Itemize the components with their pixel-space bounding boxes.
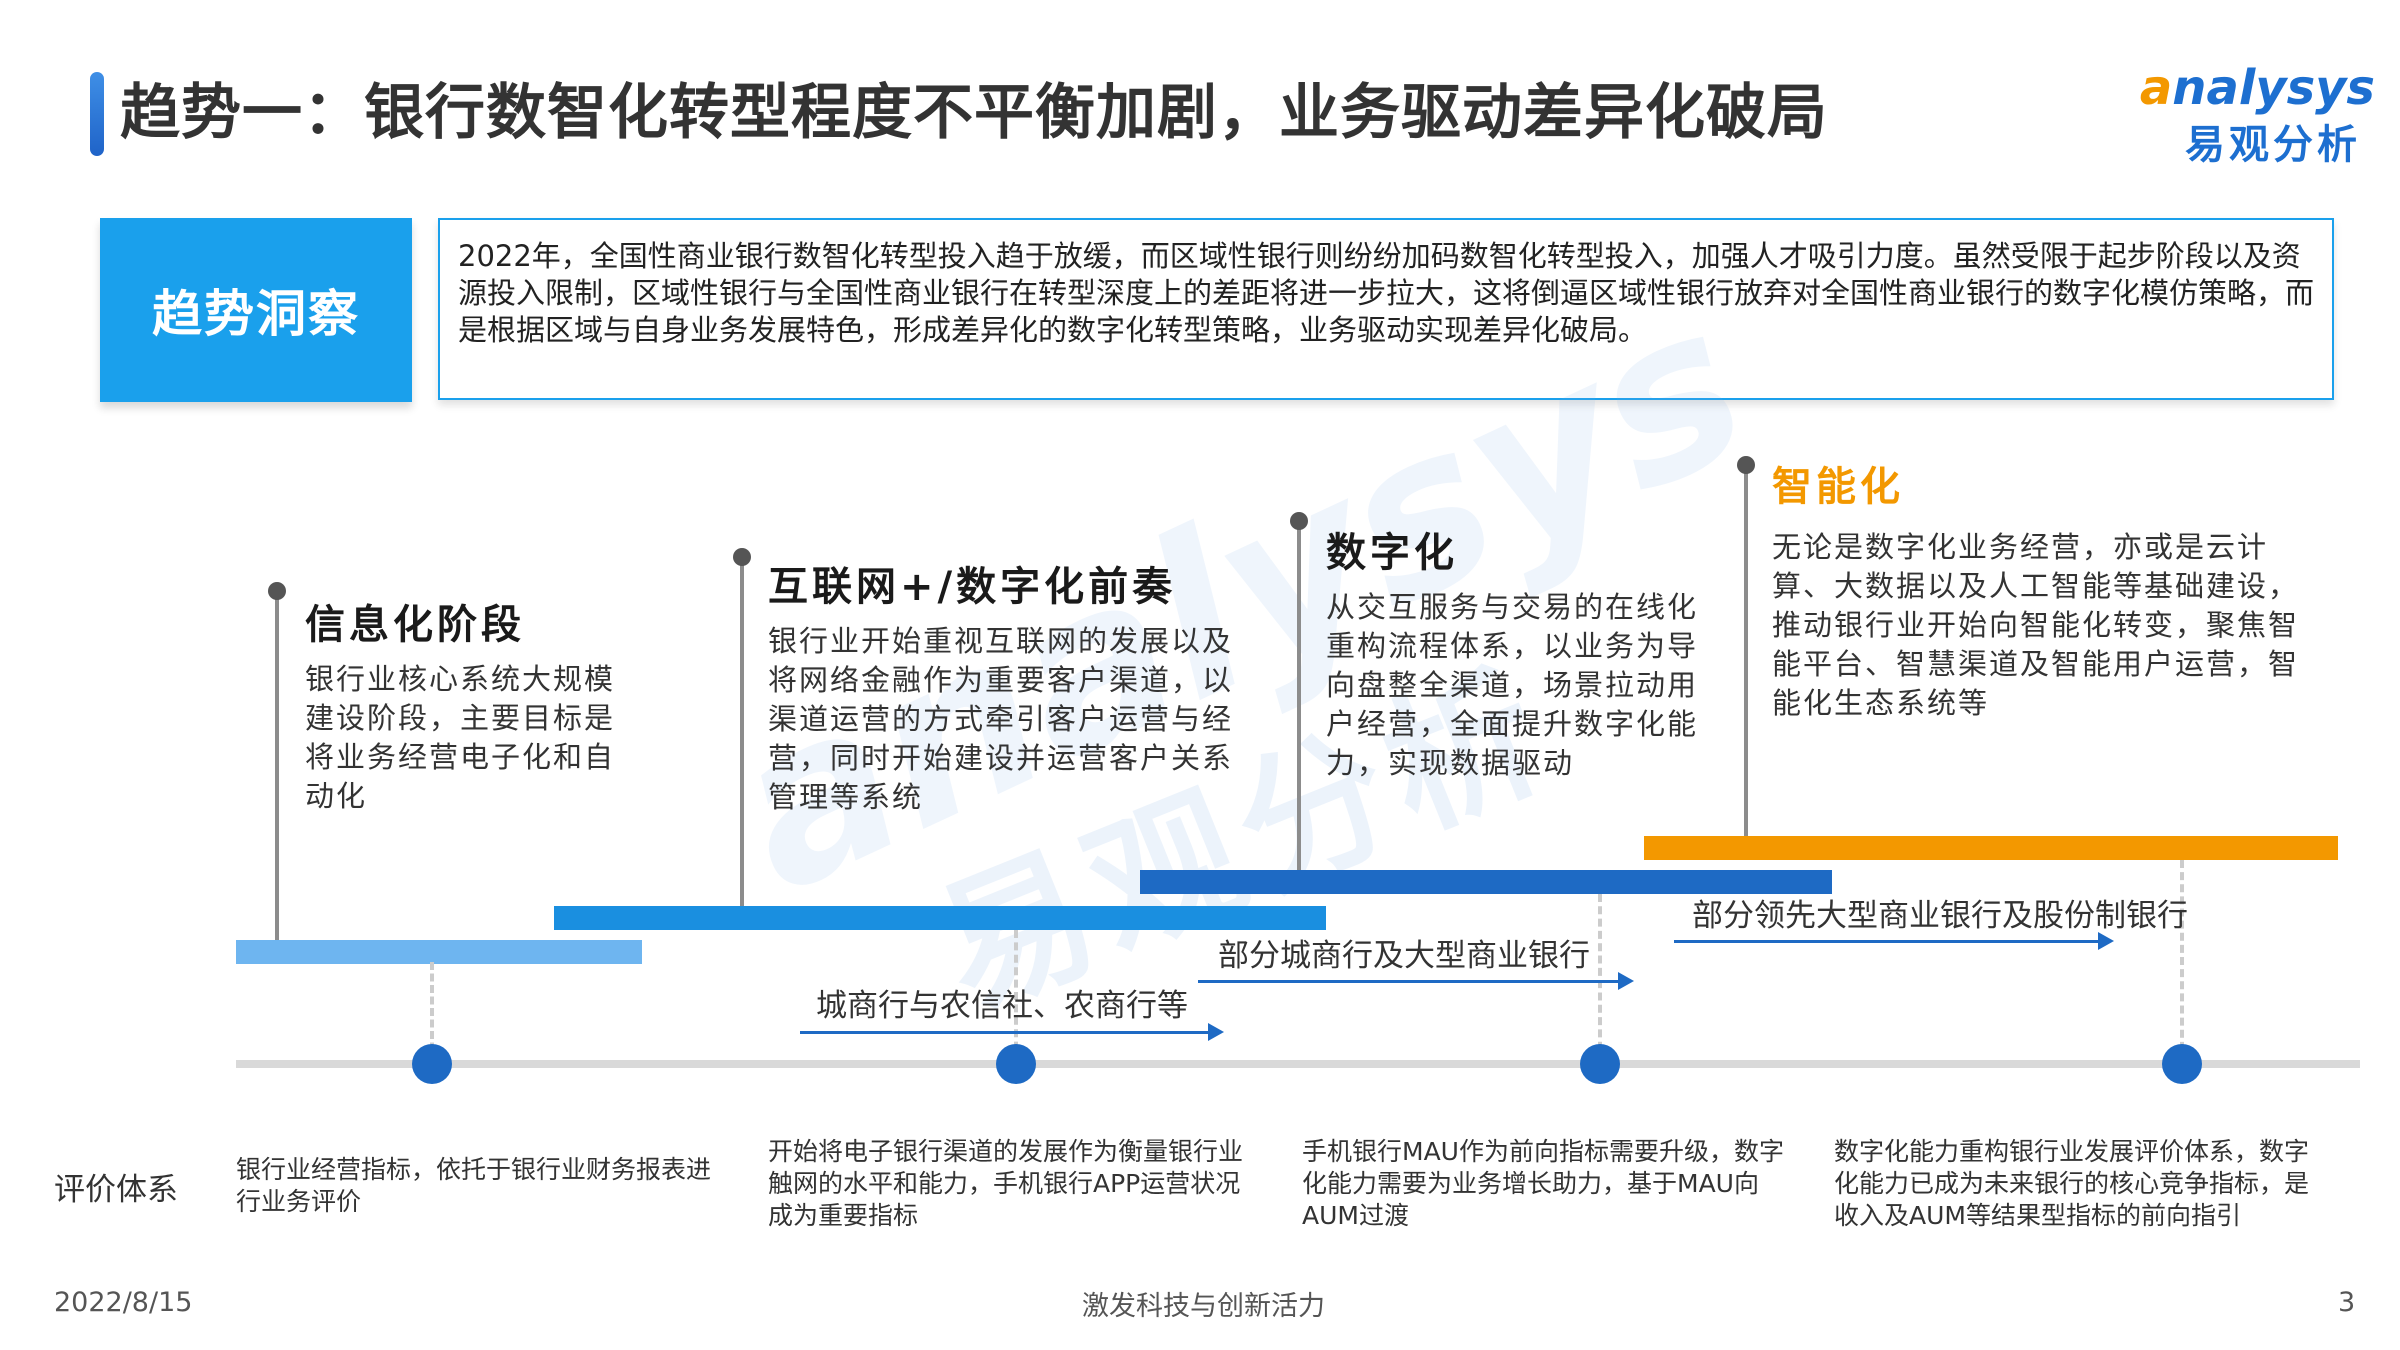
stage-3-desc: 从交互服务与交易的在线化重构流程体系，以业务为导向盘整全渠道，场景拉动用户经营，… bbox=[1326, 590, 1699, 780]
stage-1-title: 信息化阶段 bbox=[305, 602, 525, 648]
bank-arrow-1 bbox=[800, 1031, 1210, 1034]
tick-3 bbox=[1598, 894, 1606, 1062]
stage-1-pin-line bbox=[275, 592, 279, 952]
stage-2-desc: 银行业开始重视互联网的发展以及将网络金融作为重要客户渠道，以渠道运营的方式牵引客… bbox=[768, 624, 1234, 814]
tick-2 bbox=[1014, 930, 1022, 1062]
stage-4-desc: 无论是数字化业务经营，亦或是云计算、大数据以及人工智能等基础建设，推动银行业开始… bbox=[1772, 530, 2300, 720]
stage-1-bar bbox=[236, 940, 642, 964]
insight-tag: 趋势洞察 bbox=[100, 218, 412, 402]
timeline-milestone-2 bbox=[996, 1044, 1036, 1084]
insight-text: 2022年，全国性商业银行数智化转型投入趋于放缓，而区域性银行则纷纷加码数智化转… bbox=[438, 218, 2334, 400]
stage-3-title: 数字化 bbox=[1326, 530, 1458, 576]
stage-3-bar bbox=[1140, 870, 1832, 894]
stage-2-bar bbox=[554, 906, 1326, 930]
timeline-milestone-1 bbox=[412, 1044, 452, 1084]
stage-4-title: 智能化 bbox=[1772, 464, 1904, 510]
bank-arrow-2 bbox=[1198, 980, 1620, 983]
stage-1-desc: 银行业核心系统大规模建设阶段，主要目标是将业务经营电子化和自动化 bbox=[305, 662, 616, 813]
page-number: 3 bbox=[2338, 1287, 2356, 1318]
logo-chinese: 易观分析 bbox=[2185, 122, 2361, 168]
evaluation-label: 评价体系 bbox=[54, 1172, 178, 1208]
tick-1 bbox=[430, 962, 438, 1062]
page-title: 趋势一：银行数智化转型程度不平衡加剧，业务驱动差异化破局 bbox=[120, 78, 1828, 148]
stage-4-pin-top bbox=[1737, 456, 1755, 474]
footer-slogan: 激发科技与创新活力 bbox=[1082, 1291, 1325, 1322]
stage-2-title: 互联网+/数字化前奏 bbox=[768, 564, 1177, 610]
arrow-head-icon bbox=[2098, 932, 2114, 950]
evaluation-item-4: 数字化能力重构银行业发展评价体系，数字化能力已成为未来银行的核心竞争指标，是收入… bbox=[1834, 1137, 2310, 1230]
stage-2-pin-top bbox=[733, 548, 751, 566]
title-accent-bar bbox=[90, 72, 104, 156]
timeline-milestone-4 bbox=[2162, 1044, 2202, 1084]
stage-1-pin-top bbox=[268, 582, 286, 600]
evaluation-item-2: 开始将电子银行渠道的发展作为衡量银行业触网的水平和能力，手机银行APP运营状况成… bbox=[768, 1137, 1244, 1230]
stage-4-pin-line bbox=[1744, 470, 1748, 850]
arrow-head-icon bbox=[1208, 1023, 1224, 1041]
timeline-axis bbox=[236, 1060, 2360, 1068]
stage-2-pin-line bbox=[740, 560, 744, 920]
stage-3-pin-top bbox=[1290, 512, 1308, 530]
analysys-logo: analysys 易观分析 bbox=[2135, 58, 2375, 178]
bank-label-2: 部分城商行及大型商业银行 bbox=[1218, 938, 1590, 974]
stage-4-bar bbox=[1644, 836, 2338, 860]
logo-english: analysys bbox=[2139, 60, 2375, 116]
timeline-milestone-3 bbox=[1580, 1044, 1620, 1084]
bank-label-1: 城商行与农信社、农商行等 bbox=[816, 988, 1188, 1024]
footer-date: 2022/8/15 bbox=[54, 1287, 193, 1318]
bank-label-3: 部分领先大型商业银行及股份制银行 bbox=[1692, 898, 2188, 934]
tick-4 bbox=[2180, 860, 2188, 1062]
evaluation-item-3: 手机银行MAU作为前向指标需要升级，数字化能力需要为业务增长助力，基于MAU向A… bbox=[1302, 1137, 1784, 1230]
evaluation-item-1: 银行业经营指标，依托于银行业财务报表进行业务评价 bbox=[236, 1155, 712, 1216]
stage-3-pin-line bbox=[1297, 526, 1301, 884]
arrow-head-icon bbox=[1618, 972, 1634, 990]
bank-arrow-3 bbox=[1674, 940, 2100, 943]
